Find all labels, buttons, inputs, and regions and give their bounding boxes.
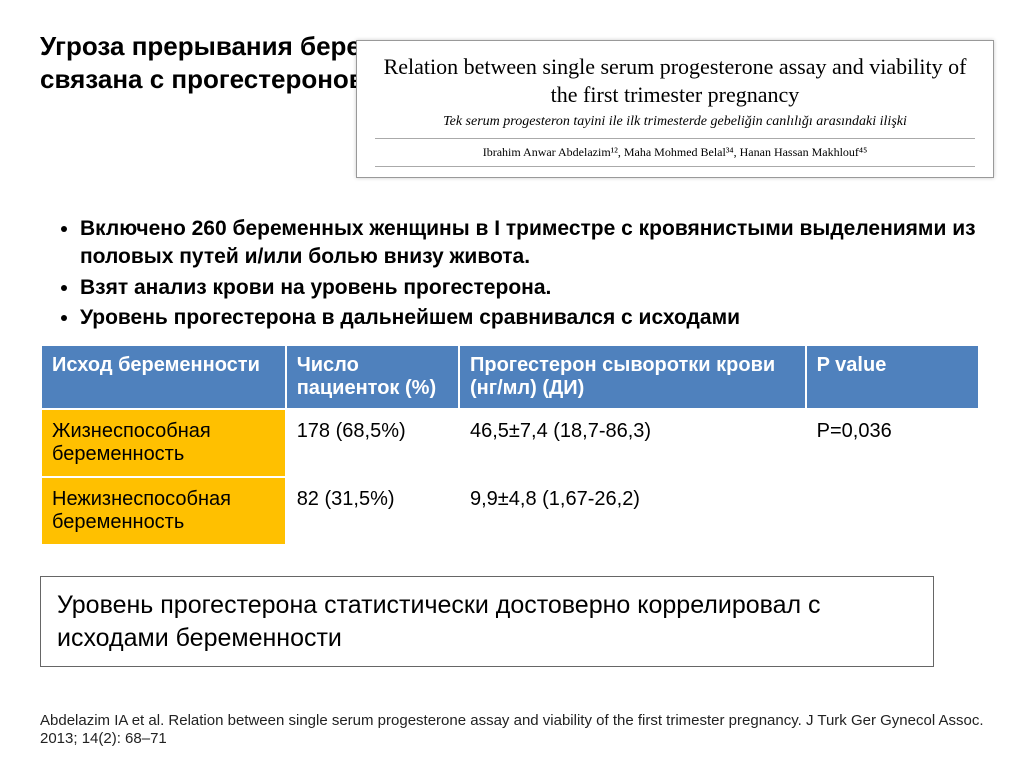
paper-title-english: Relation between single serum progestero…: [375, 53, 975, 108]
table-header-row: Исход беременности Число пациенток (%) П…: [41, 345, 979, 409]
slide: Угроза прерывания беременности часто свя…: [0, 0, 1024, 767]
table-row: Жизнеспособная беременность 178 (68,5%) …: [41, 409, 979, 477]
table-header: Число пациенток (%): [286, 345, 459, 409]
table-cell-label: Жизнеспособная беременность: [41, 409, 286, 477]
table-cell: 82 (31,5%): [286, 477, 459, 545]
footer-citation: Abdelazim IA et al. Relation between sin…: [40, 712, 984, 750]
table-cell-pvalue: P=0,036: [806, 409, 979, 545]
table-header: Прогестерон сыворотки крови (нг/мл) (ДИ): [459, 345, 806, 409]
bullet-item: Уровень прогестерона в дальнейшем сравни…: [80, 304, 984, 332]
table-cell: 178 (68,5%): [286, 409, 459, 477]
paper-title-turkish: Tek serum progesteron tayini ile ilk tri…: [375, 114, 975, 130]
table-header: P value: [806, 345, 979, 409]
table-cell: 9,9±4,8 (1,67-26,2): [459, 477, 806, 545]
paper-citation-box: Relation between single serum progestero…: [356, 40, 994, 178]
paper-authors: Ibrahim Anwar Abdelazim¹², Maha Mohmed B…: [375, 138, 975, 167]
bullet-list: Включено 260 беременных женщины в I трим…: [40, 215, 984, 332]
table-cell: 46,5±7,4 (18,7-86,3): [459, 409, 806, 477]
results-table: Исход беременности Число пациенток (%) П…: [40, 344, 980, 546]
bullet-item: Включено 260 беременных женщины в I трим…: [80, 215, 984, 272]
conclusion-box: Уровень прогестерона статистически досто…: [40, 576, 934, 667]
bullet-item: Взят анализ крови на уровень прогестерон…: [80, 274, 984, 302]
table-cell-label: Нежизнеспособная беременность: [41, 477, 286, 545]
table-header: Исход беременности: [41, 345, 286, 409]
